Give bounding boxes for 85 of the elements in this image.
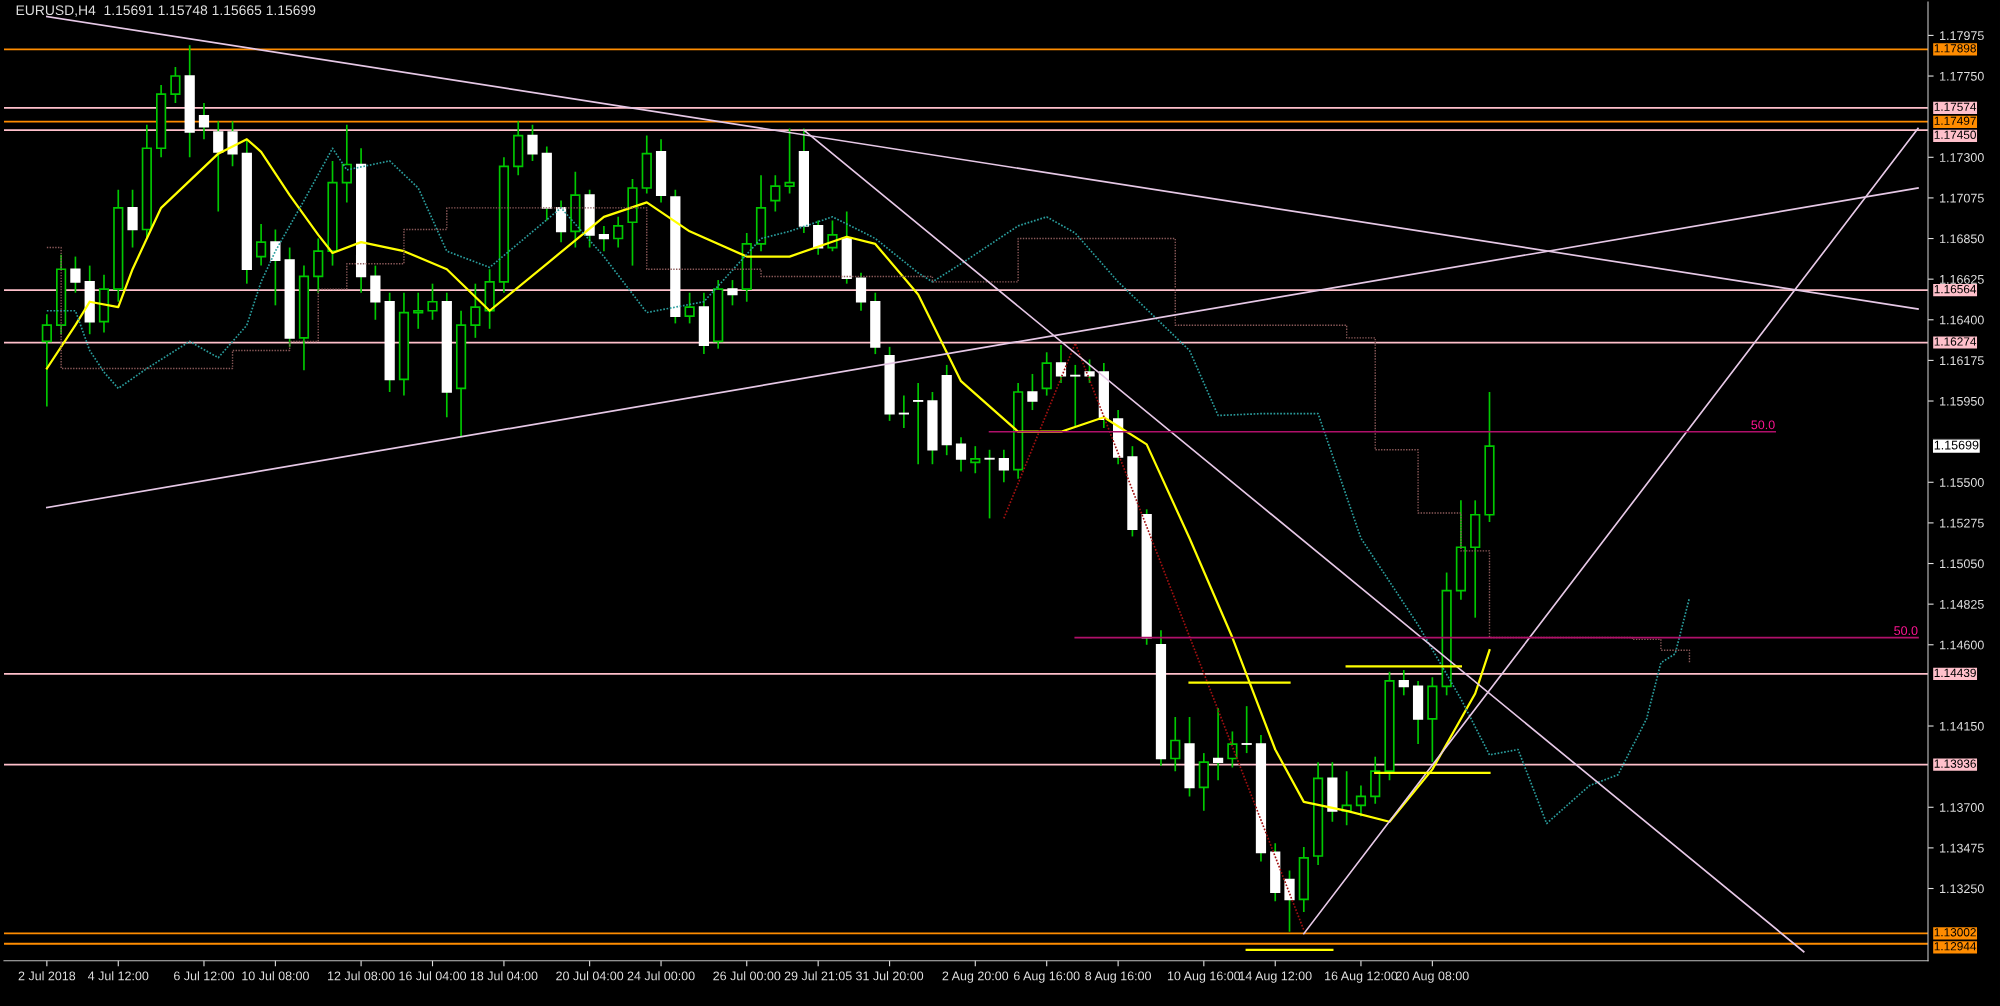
candlestick	[127, 188, 138, 249]
ref-line-label: 1.17898	[1934, 44, 1976, 53]
ref-line-label: 1.16564	[1934, 284, 1977, 294]
candlestick	[684, 291, 695, 325]
x-tick-label: 16 Aug 12:00	[1325, 971, 1398, 983]
x-tick-label: 24 Jul 00:00	[627, 971, 695, 981]
candlestick	[213, 120, 224, 213]
x-tick-label: 20 Aug 08:00	[1396, 971, 1469, 983]
candlestick	[613, 216, 624, 249]
candlestick	[527, 123, 538, 162]
ref-line-label: 1.17574	[1934, 102, 1977, 111]
x-tick-label: 16 Jul 04:00	[399, 971, 467, 981]
y-tick-label: 1.13700	[1940, 803, 1984, 812]
x-tick-label: 6 Jul 12:00	[174, 971, 235, 981]
x-tick-label: 10 Jul 08:00	[242, 971, 309, 981]
y-tick-label: 1.16850	[1940, 234, 1984, 244]
candlestick	[198, 102, 210, 141]
y-tick-label: 1.15500	[1940, 478, 1984, 487]
y-tick-label: 1.17975	[1940, 31, 1984, 41]
ref-line-label: 1.14439	[1934, 668, 1976, 678]
y-tick-label: 1.15950	[1940, 396, 1984, 406]
candlestick	[955, 436, 967, 473]
chart-title: EURUSD,H4 1.15691 1.15748 1.15665 1.15699	[16, 5, 316, 17]
candlestick	[1212, 707, 1224, 782]
candlestick	[855, 272, 867, 312]
candlestick	[784, 127, 795, 195]
y-tick-label: 1.13475	[1940, 843, 1984, 853]
x-tick-label: 2 Jul 2018	[18, 971, 76, 981]
ref-line-label: 1.16274	[1934, 337, 1977, 346]
candlestick	[984, 448, 995, 520]
x-tick-label: 14 Aug 12:00	[1239, 971, 1312, 983]
candlestick	[1170, 716, 1181, 772]
ref-line-label: 1.12944	[1934, 942, 1977, 951]
candlestick	[255, 223, 267, 267]
candlestick	[170, 66, 181, 104]
y-tick-label: 1.15050	[1940, 559, 1984, 569]
candlestick	[1398, 669, 1409, 697]
candlestick	[227, 120, 238, 168]
y-tick-label: 1.16625	[1940, 274, 1984, 284]
y-tick-label: 1.13250	[1940, 884, 1984, 894]
annotation: 50.0	[1894, 626, 1918, 636]
x-tick-label: 12 Jul 08:00	[327, 971, 395, 981]
y-tick-label: 1.14150	[1940, 721, 1984, 731]
x-tick-label: 6 Aug 16:00	[1013, 971, 1080, 983]
text: 1.15699	[1934, 440, 1979, 450]
candlestick	[70, 255, 81, 294]
candlestick	[598, 225, 610, 253]
y-tick-label: 1.16175	[1940, 356, 1984, 366]
candlestick	[41, 313, 52, 408]
ref-line-label: 1.17497	[1934, 116, 1976, 125]
candlestick	[727, 279, 738, 307]
candlestick	[1027, 373, 1038, 411]
y-tick-label: 1.15275	[1940, 518, 1984, 528]
candlestick	[1284, 869, 1295, 933]
candlestick	[1055, 344, 1067, 384]
candlestick	[270, 228, 281, 307]
y-tick-label: 1.17750	[1940, 71, 1984, 81]
x-tick-label: 26 Jul 00:00	[713, 971, 781, 981]
candlestick	[1070, 364, 1081, 428]
y-tick-label: 1.17075	[1940, 193, 1984, 203]
x-tick-label: 18 Jul 04:00	[470, 971, 538, 981]
x-tick-label: 10 Aug 16:00	[1167, 971, 1241, 983]
annotation: 50.0	[1751, 420, 1775, 430]
candlestick	[913, 382, 924, 466]
y-tick-label: 1.14825	[1940, 599, 1984, 609]
candlestick	[470, 282, 481, 339]
candlestick	[413, 291, 424, 330]
y-tick-label: 1.17300	[1940, 153, 1984, 162]
candlestick	[770, 174, 781, 213]
ref-line-label: 1.13936	[1934, 759, 1976, 768]
x-tick-label: 20 Jul 04:00	[556, 971, 624, 981]
y-tick-label: 1.14600	[1940, 640, 1984, 650]
candlestick	[970, 445, 981, 475]
x-tick-label: 8 Aug 16:00	[1085, 971, 1151, 983]
ref-line-label: 1.13002	[1934, 928, 1976, 937]
y-tick-label: 1.16400	[1940, 315, 1984, 325]
x-tick-label: 31 Jul 20:00	[856, 971, 924, 981]
x-tick-label: 29 Jul 21:05	[784, 971, 852, 981]
candlestick	[427, 282, 438, 321]
candlestick	[1084, 358, 1095, 384]
candlestick	[998, 448, 1009, 484]
ref-line-label: 1.17450	[1934, 130, 1976, 139]
x-tick-label: 2 Aug 20:00	[942, 971, 1009, 983]
candlestick	[1241, 705, 1252, 754]
x-tick-label: 4 Jul 12:00	[87, 971, 149, 981]
